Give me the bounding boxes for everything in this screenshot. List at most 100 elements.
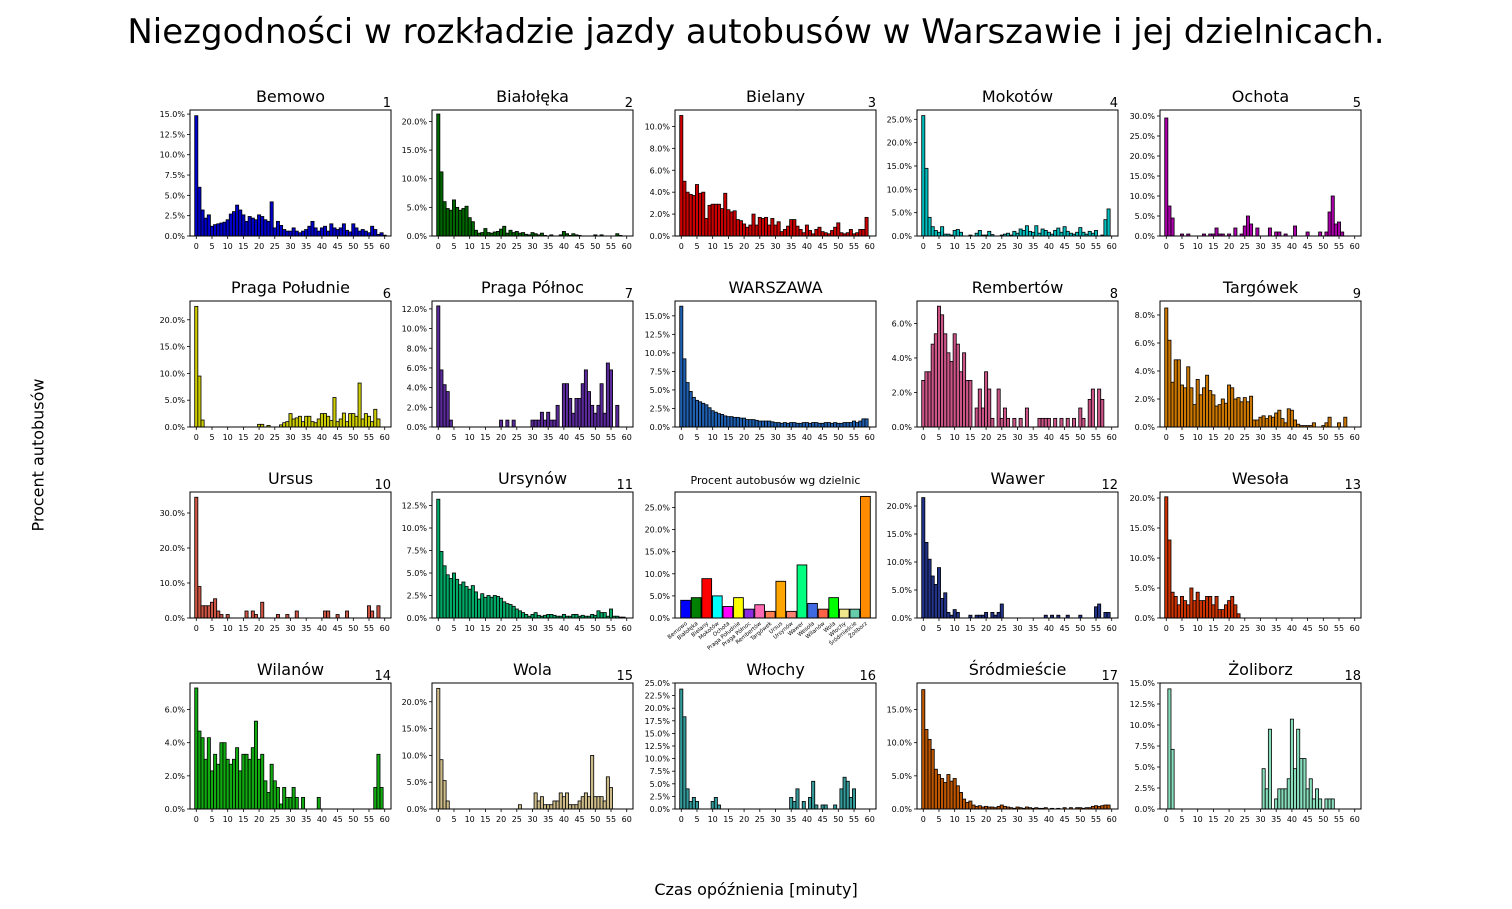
x-tick-label: 55 (1091, 624, 1101, 633)
x-tick-label: 15 (238, 624, 248, 633)
x-tick-label: 35 (1028, 624, 1038, 633)
bar (965, 801, 970, 810)
bar (943, 782, 948, 810)
x-tick-label: 55 (1091, 815, 1101, 824)
bar (197, 375, 202, 428)
bar (241, 214, 246, 237)
y-tick-label: 25.0% (645, 679, 671, 688)
y-tick-label: 10.0% (887, 739, 913, 748)
x-tick-label: 50 (348, 433, 358, 442)
bar (723, 415, 728, 428)
bar (786, 225, 791, 237)
bar (439, 759, 444, 810)
x-tick-label: 20 (981, 242, 991, 251)
bar (698, 401, 703, 428)
bar (341, 223, 346, 237)
bar (304, 415, 309, 428)
bar (213, 224, 218, 237)
bar (795, 788, 800, 810)
x-tick-label: 5 (209, 815, 214, 824)
bar (958, 371, 963, 428)
bar (1164, 117, 1169, 237)
bar (786, 610, 797, 619)
x-tick-label: 45 (1060, 242, 1070, 251)
x-tick-label: 5 (936, 624, 941, 633)
x-tick-label: 30 (1255, 815, 1265, 824)
x-tick-label: 55 (1334, 242, 1344, 251)
x-tick-label: 10 (950, 242, 960, 251)
bar (1211, 604, 1216, 619)
x-tick-label: 30 (1255, 433, 1265, 442)
y-tick-label: 15.0% (402, 725, 428, 734)
bar (713, 411, 718, 428)
x-tick-label: 60 (1350, 433, 1360, 442)
bar (279, 225, 284, 237)
bar (348, 231, 353, 237)
bar (1018, 417, 1023, 428)
bar (679, 305, 684, 428)
bar (288, 796, 293, 810)
x-tick-label: 15 (965, 242, 975, 251)
bar (921, 115, 926, 237)
bar (577, 398, 582, 428)
y-tick-label: 5.0% (650, 386, 671, 395)
bar (921, 379, 926, 428)
subplot-warszawa: WARSZAWA 0.0% 2.5% 5.0% 7.5% 10.0% 12.5% 15.0% 0… (645, 278, 877, 442)
bar (354, 415, 359, 428)
bar (549, 613, 554, 619)
bar (751, 213, 756, 237)
bar (345, 229, 350, 237)
x-tick-label: 0 (921, 624, 926, 633)
y-tick-label: 5.0% (407, 569, 428, 578)
bar (704, 218, 709, 237)
bar (999, 417, 1004, 428)
x-tick-label: 20 (981, 815, 991, 824)
y-tick-label: 22.5% (645, 692, 671, 701)
y-tick-label: 10.0% (402, 524, 428, 533)
y-tick-label: 15.0% (1130, 172, 1156, 181)
bar (514, 608, 519, 619)
bar (609, 608, 613, 619)
bar (203, 605, 208, 619)
bar (830, 422, 835, 428)
bar (1227, 600, 1232, 619)
bar (464, 586, 469, 619)
bar (842, 776, 847, 810)
bar (335, 614, 340, 619)
bar (1267, 728, 1272, 810)
y-tick-label: 7.5% (407, 547, 428, 556)
x-tick-label: 5 (451, 433, 456, 442)
bar (1264, 788, 1269, 810)
y-tick-label: 0.0% (165, 232, 186, 241)
bar (200, 209, 205, 237)
y-tick-label: 0.0% (165, 614, 186, 623)
bar (1002, 407, 1007, 428)
x-tick-label: 40 (317, 815, 327, 824)
bar (782, 422, 787, 428)
bar (533, 612, 538, 619)
x-tick-label: 10 (1193, 815, 1203, 824)
bar (1201, 387, 1206, 428)
bar (602, 412, 607, 428)
bar (1286, 778, 1291, 810)
y-tick-label: 7.5% (650, 367, 671, 376)
bar (1330, 195, 1335, 237)
x-tick-label: 35 (786, 433, 796, 442)
bar (990, 417, 995, 428)
x-tick-label: 15 (1208, 815, 1218, 824)
x-tick-label: 0 (436, 242, 441, 251)
bar (561, 231, 566, 237)
bar (1012, 230, 1017, 237)
bar (776, 422, 781, 428)
bar (958, 231, 963, 237)
bar (1280, 788, 1285, 810)
bar (1164, 307, 1169, 428)
y-tick-label: 8.0% (407, 344, 428, 353)
bar (1192, 404, 1197, 428)
bar (955, 611, 960, 619)
bar (1274, 412, 1279, 428)
bar (764, 420, 769, 428)
x-tick-label: 10 (1193, 624, 1203, 633)
y-tick-label: 10.0% (1130, 721, 1156, 730)
bar (442, 201, 447, 237)
